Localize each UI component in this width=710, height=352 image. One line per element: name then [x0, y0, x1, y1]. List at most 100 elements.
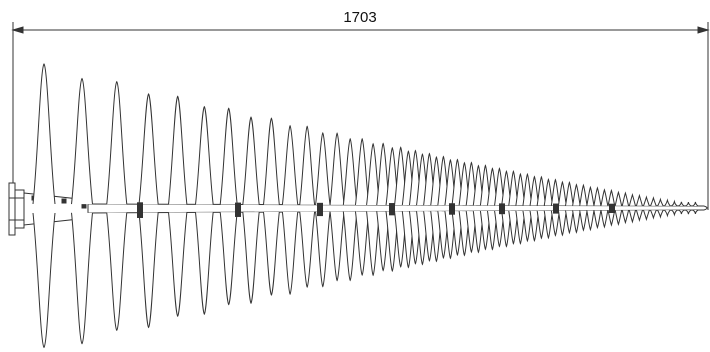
dipole-element-lower: [281, 211, 299, 296]
dipole-element-lower: [650, 210, 657, 220]
dipole-element-lower: [671, 209, 678, 217]
boom-clamp: [609, 203, 615, 214]
dipole-element-upper: [600, 188, 609, 206]
dipole-element-lower: [572, 210, 581, 234]
dipole-element-lower: [138, 212, 159, 329]
dimension-label: 1703: [343, 9, 376, 26]
dipole-element-upper: [508, 169, 519, 206]
dipole-element-upper: [522, 172, 533, 206]
boom-clamp: [389, 203, 395, 216]
dipole-element-upper: [621, 191, 630, 206]
dipole-element-lower: [543, 210, 554, 240]
boom-clamp: [449, 203, 455, 215]
dipole-element-upper: [501, 169, 512, 206]
dipole-element-upper: [281, 124, 299, 205]
dipole-element-upper: [643, 195, 650, 206]
dipole-element-upper: [138, 93, 159, 205]
dipole-element-upper: [262, 117, 280, 205]
dipole-element-lower: [614, 210, 623, 227]
dipole-element-upper: [550, 178, 560, 206]
mounting-flange: [8, 182, 25, 236]
arrowhead-left: [11, 26, 24, 34]
dipole-element-lower: [376, 211, 391, 272]
dipole-element-lower: [593, 210, 602, 230]
boom-tip: [703, 205, 708, 211]
boom-clamp: [317, 202, 323, 217]
dipole-element-upper: [529, 175, 540, 206]
dipole-element-upper: [515, 172, 526, 206]
dipole-element-lower: [329, 211, 345, 282]
boom-clamp: [553, 203, 559, 214]
dipole-element-upper: [366, 142, 381, 206]
dipole-element-upper: [565, 181, 574, 206]
dipole-element-lower: [579, 210, 588, 232]
dipole-element-upper: [376, 142, 391, 206]
dipole-element-upper: [572, 183, 581, 206]
dipole-element-lower: [515, 210, 526, 245]
dipole-element-upper: [195, 105, 214, 205]
dipole-element-upper: [685, 201, 692, 207]
dipole-element-lower: [664, 209, 671, 218]
dipole-elements: [32, 63, 699, 349]
dipole-element-lower: [636, 210, 643, 222]
dipole-element-lower: [628, 210, 636, 224]
dipole-element-lower: [262, 211, 280, 296]
dipole-element-upper: [106, 80, 128, 205]
dipole-element-lower: [550, 210, 560, 237]
arrowhead-right: [697, 26, 710, 34]
dipole-element-lower: [501, 210, 512, 248]
dipole-element-upper: [315, 132, 331, 205]
dipole-element-upper: [692, 201, 699, 207]
dipole-element-lower: [565, 210, 574, 235]
dipole-element-upper: [494, 167, 505, 206]
dipole-element-upper: [342, 137, 358, 205]
dipole-element-upper: [536, 175, 547, 206]
dipole-element-upper: [299, 125, 316, 205]
dipole-element-lower: [32, 212, 56, 349]
boom-clamp: [137, 202, 143, 218]
dipole-element-lower: [536, 210, 547, 240]
dipole-element-lower: [315, 211, 331, 288]
dipole-element-lower: [643, 210, 650, 222]
dipole-element-upper: [586, 185, 595, 206]
boom-clamps: [137, 202, 615, 218]
dipole-element-lower: [529, 210, 540, 243]
dipole-element-lower: [168, 212, 188, 318]
dipole-element-upper: [636, 193, 643, 206]
dipole-element-lower: [557, 210, 567, 237]
dipole-element-lower: [71, 212, 93, 345]
dipole-element-lower: [678, 209, 685, 215]
dipole-element-upper: [329, 132, 345, 205]
dipole-element-lower: [586, 210, 595, 232]
dipole-element-upper: [628, 192, 636, 206]
dipole-element-upper: [650, 196, 657, 206]
boom-clamp: [235, 202, 241, 217]
dipole-element-upper: [557, 180, 567, 206]
dipole-element-upper: [579, 183, 588, 206]
dipole-element-lower: [299, 211, 316, 288]
dipole-element-upper: [354, 137, 370, 206]
boom-clamp: [499, 203, 505, 215]
dipole-element-upper: [657, 197, 664, 207]
dipole-element-upper: [664, 198, 671, 207]
dipole-element-lower: [621, 210, 630, 225]
dipole-element-upper: [242, 116, 260, 205]
dipole-element-upper: [219, 107, 238, 205]
dipole-element-upper: [607, 188, 616, 206]
dipole-element-lower: [685, 209, 692, 215]
dipole-element-upper: [671, 199, 678, 207]
dipole-element-upper: [593, 186, 602, 206]
dipole-element-lower: [219, 212, 238, 306]
dipole-element-lower: [522, 210, 533, 243]
dipole-element-lower: [342, 211, 358, 282]
dipole-element-lower: [657, 210, 664, 219]
dipole-element-lower: [600, 210, 609, 229]
dipole-element-upper: [543, 178, 554, 206]
dipole-element-upper: [614, 190, 623, 206]
dipole-element-lower: [607, 210, 616, 227]
dipole-element-lower: [508, 210, 519, 245]
dipole-element-upper: [32, 63, 56, 205]
dipole-element-lower: [106, 212, 128, 332]
dipole-element-lower: [354, 211, 370, 277]
